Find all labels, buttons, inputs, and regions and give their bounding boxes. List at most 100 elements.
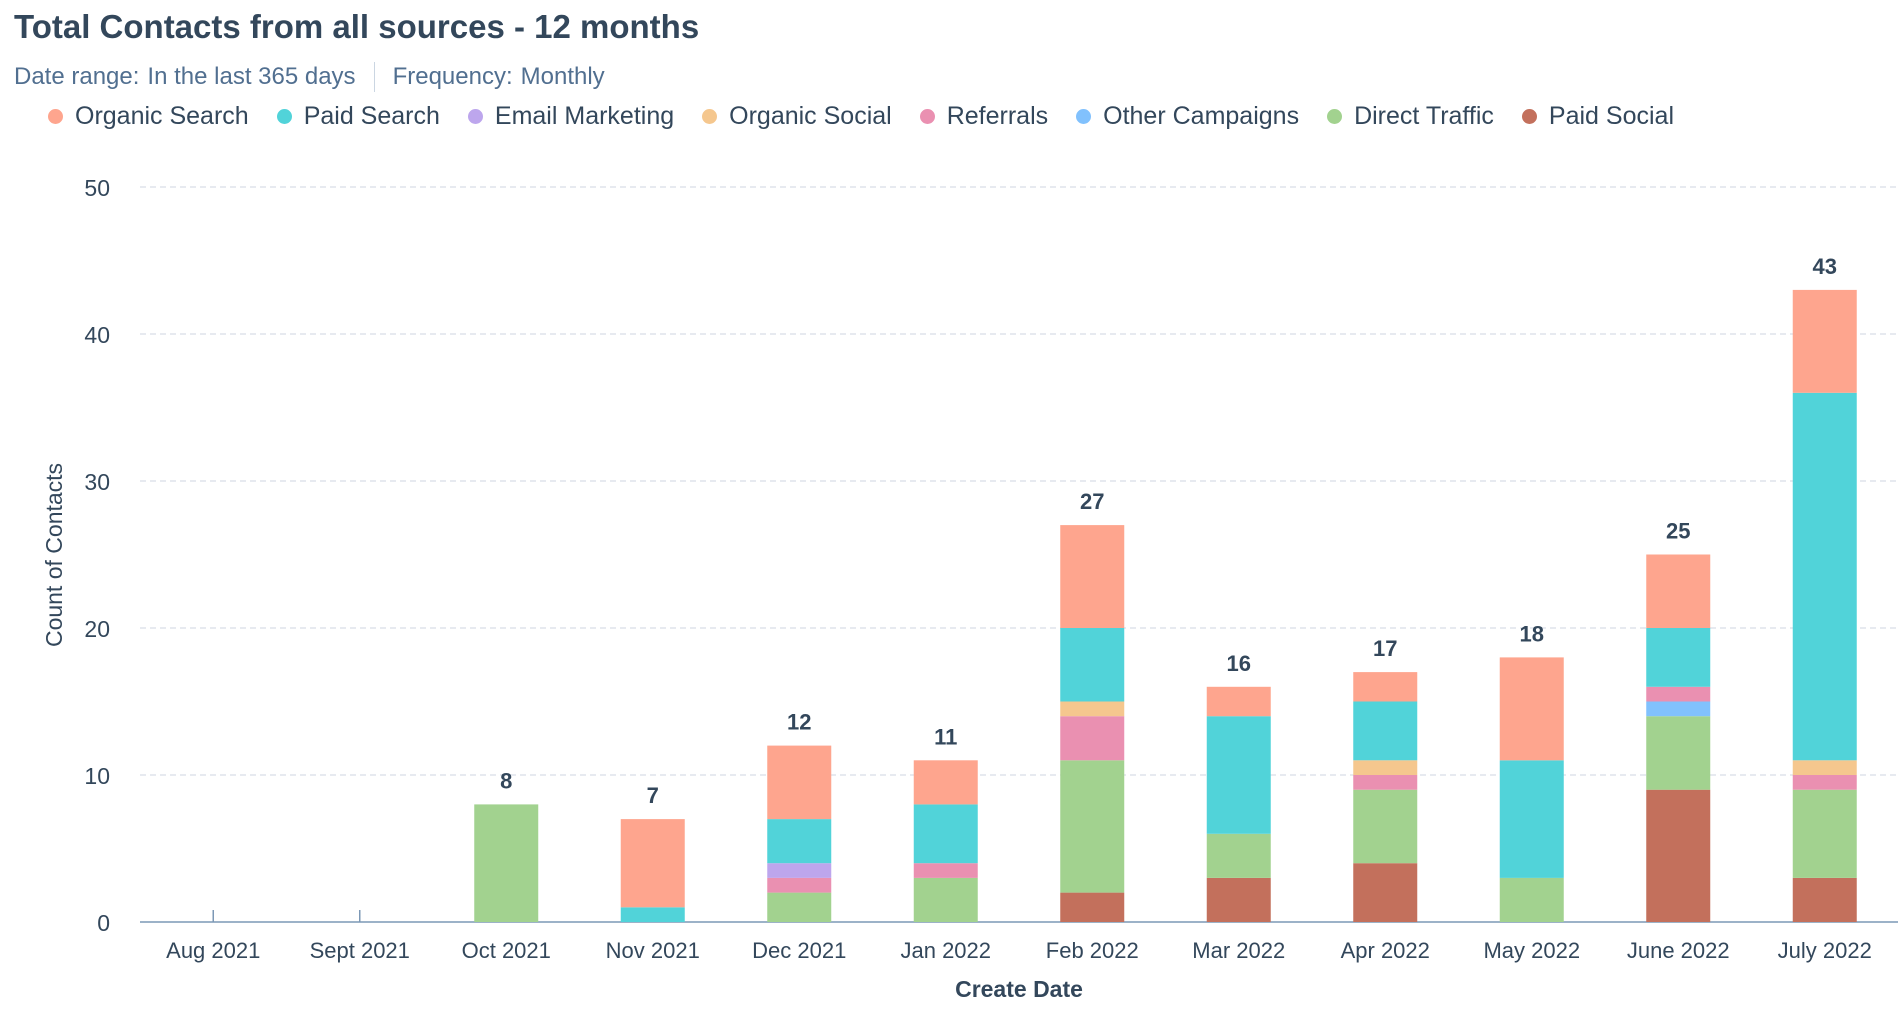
legend-label: Organic Social [729,101,892,130]
legend-item-paid-search[interactable]: Paid Search [276,101,440,131]
bar-segment-direct-traffic [1206,833,1271,878]
bar-segment-paid-social [1206,877,1271,922]
legend-item-organic-social[interactable]: Organic Social [702,102,892,131]
bar-total-label: 18 [1520,621,1544,646]
bar-segment-other-campaigns [1646,701,1711,717]
bar-segment-organic-search [1646,554,1711,628]
x-tick-label: Mar 2022 [1192,938,1285,963]
report-filters: Date range: In the last 365 days Frequen… [14,62,605,92]
bar-segment-paid-search [767,819,832,864]
x-tick-label: Oct 2021 [462,938,551,963]
bar-segment-direct-traffic [1060,760,1125,893]
bar-segment-paid-social [1060,892,1125,922]
bar-segment-direct-traffic [1499,877,1564,922]
bar-segment-paid-search [1646,628,1711,687]
legend-label: Paid Social [1548,101,1674,130]
legend-swatch-direct-traffic [1327,108,1343,124]
bar-segment-paid-search [1499,760,1564,878]
bar-total-label: 43 [1813,254,1837,279]
bar-segment-direct-traffic [767,892,832,922]
y-tick-label: 40 [84,322,110,348]
legend-label: Organic Search [75,101,249,130]
x-tick-label: Apr 2022 [1341,938,1430,963]
bar-segment-direct-traffic [913,877,978,922]
x-tick-label: Nov 2021 [606,938,700,963]
bar-segment-paid-search [620,907,685,922]
bar-total-label: 25 [1666,519,1690,544]
legend-item-referrals[interactable]: Referrals [919,101,1049,131]
y-tick-label: 50 [84,175,110,201]
bar-total-label: 7 [647,783,659,808]
x-tick-label: July 2022 [1778,938,1872,963]
legend-swatch-email-marketing [467,108,483,124]
bar-segment-organic-search [1792,289,1857,393]
frequency-label: Frequency: [392,63,513,90]
legend-item-other-campaigns[interactable]: Other Campaigns [1076,102,1299,131]
y-tick-label: 20 [84,616,110,642]
bar-segment-paid-search [913,804,978,864]
x-tick-label: Feb 2022 [1046,938,1139,963]
bar-segment-direct-traffic [474,804,539,922]
bar-segment-direct-traffic [1353,789,1418,864]
bar-segment-paid-search [1206,716,1271,834]
bar-segment-organic-search [620,819,685,908]
bar-segment-referrals [1792,775,1857,790]
y-tick-label: 0 [97,910,110,936]
bar-segment-organic-social [1060,701,1125,717]
bar-total-label: 16 [1227,651,1251,676]
legend-swatch-paid-search [276,108,292,124]
bar-total-label: 27 [1080,489,1104,514]
legend-label: Email Marketing [494,101,675,130]
frequency-value[interactable]: Monthly [520,63,605,90]
legend-label: Paid Search [303,101,440,130]
legend-swatch-paid-social [1521,108,1537,124]
legend-label: Other Campaigns [1103,101,1300,130]
chart-title: Total Contacts from all sources - 12 mon… [14,8,700,45]
date-range-label: Date range: [14,63,140,90]
x-axis-title: Create Date [955,976,1083,1002]
bar-segment-direct-traffic [1646,716,1711,790]
legend-item-organic-search[interactable]: Organic Search [48,102,249,131]
y-axis-title: Count of Contacts [41,463,67,647]
bar-total-label: 11 [934,724,957,749]
x-tick-label: June 2022 [1627,938,1730,963]
legend-swatch-organic-social [702,108,718,124]
bar-segment-organic-search [913,760,978,805]
bar-segment-referrals [1353,775,1418,790]
bar-segment-paid-social [1646,789,1711,922]
legend-swatch-organic-search [48,108,63,124]
x-tick-label: Sept 2021 [310,938,410,963]
bar-segment-paid-search [1060,628,1125,702]
x-tick-label: Aug 2021 [166,938,260,963]
legend-item-paid-social[interactable]: Paid Social [1521,101,1674,131]
bar-segment-organic-search [1499,657,1564,761]
legend-item-direct-traffic[interactable]: Direct Traffic [1327,102,1494,131]
bar-segment-organic-search [1353,672,1418,702]
bar-segment-direct-traffic [1792,789,1857,878]
bar-segment-referrals [913,863,978,878]
legend-label: Direct Traffic [1354,101,1494,130]
bar-segment-organic-social [1353,760,1418,775]
legend-item-email-marketing[interactable]: Email Marketing [467,101,675,131]
bar-segment-email-marketing [767,863,832,878]
x-tick-label: Dec 2021 [752,938,846,963]
legend-label: Referrals [946,101,1049,130]
bar-segment-paid-social [1353,863,1418,922]
y-tick-label: 30 [84,469,110,495]
bar-segment-paid-search [1353,701,1418,761]
legend-swatch-other-campaigns [1076,108,1092,124]
bar-total-label: 12 [787,710,811,735]
bar-segment-referrals [1646,686,1711,702]
legend-swatch-referrals [919,108,935,124]
bar-segment-paid-search [1792,392,1857,761]
bar-segment-organic-social [1792,760,1857,775]
bar-segment-referrals [767,877,832,893]
date-range-value[interactable]: In the last 365 days [147,63,356,90]
bar-segment-referrals [1060,716,1125,761]
y-tick-label: 10 [84,763,110,789]
x-tick-label: May 2022 [1483,938,1580,963]
bar-segment-paid-social [1792,877,1857,922]
bar-total-label: 8 [500,768,512,793]
filter-divider [373,62,375,92]
